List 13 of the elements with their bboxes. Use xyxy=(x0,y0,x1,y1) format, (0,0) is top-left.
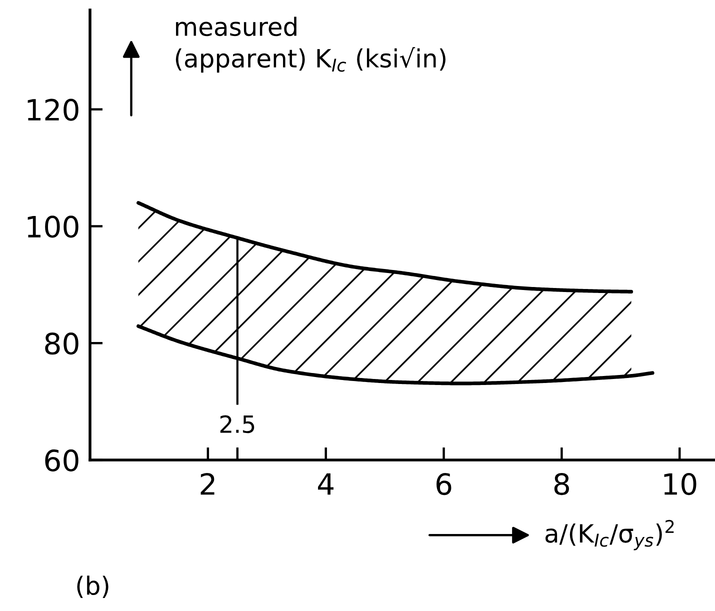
text: (b) xyxy=(77,576,108,598)
y-tick-label: 60 xyxy=(45,449,78,472)
x-tick-label: 8 xyxy=(554,473,569,496)
x-axis-title: a/(K$_{Ic}$/σ$_{ys}$)$^{2}$ xyxy=(546,520,674,550)
y-tick-label: 100 xyxy=(28,216,78,238)
ref-line-label: 2.5 xyxy=(220,415,254,434)
y-tick-label: 80 xyxy=(45,332,78,355)
y-tick-label: 120 xyxy=(28,98,78,121)
x-tick-label: 2 xyxy=(200,473,214,495)
x-tick-label: 4 xyxy=(318,473,334,495)
x-tick-label: 6 xyxy=(436,473,452,496)
x-tick-label: 10 xyxy=(664,473,696,496)
y-axis-title: measured (apparent) K$_{Ic}$ (ksi√in) xyxy=(176,16,446,73)
